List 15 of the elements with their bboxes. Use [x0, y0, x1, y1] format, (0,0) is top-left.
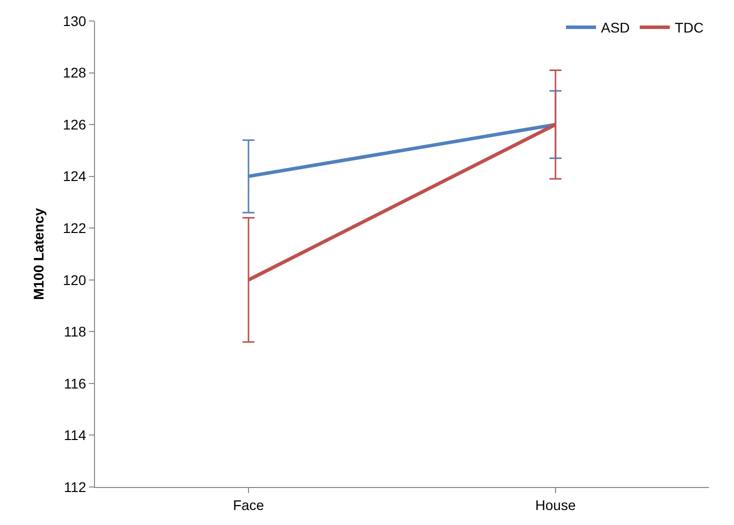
y-tick-label: 124 — [62, 168, 86, 184]
legend-label: ASD — [601, 20, 630, 36]
y-tick-label: 114 — [64, 427, 86, 444]
y-tick-label: 126 — [62, 116, 86, 132]
y-tick-label: 118 — [64, 324, 86, 340]
legend-label: TDC — [674, 20, 704, 36]
y-tick-label: 128 — [62, 64, 86, 81]
y-tick-label: 120 — [62, 272, 86, 288]
x-tick-label: House — [535, 496, 576, 513]
y-tick-label: 116 — [64, 375, 86, 392]
y-tick-label: 122 — [62, 220, 86, 236]
y-tick-label: 130 — [62, 12, 86, 29]
y-tick-label: 112 — [64, 478, 86, 495]
x-tick-label: Face — [232, 496, 264, 513]
y-axis-title: M100 Latency — [30, 208, 46, 300]
